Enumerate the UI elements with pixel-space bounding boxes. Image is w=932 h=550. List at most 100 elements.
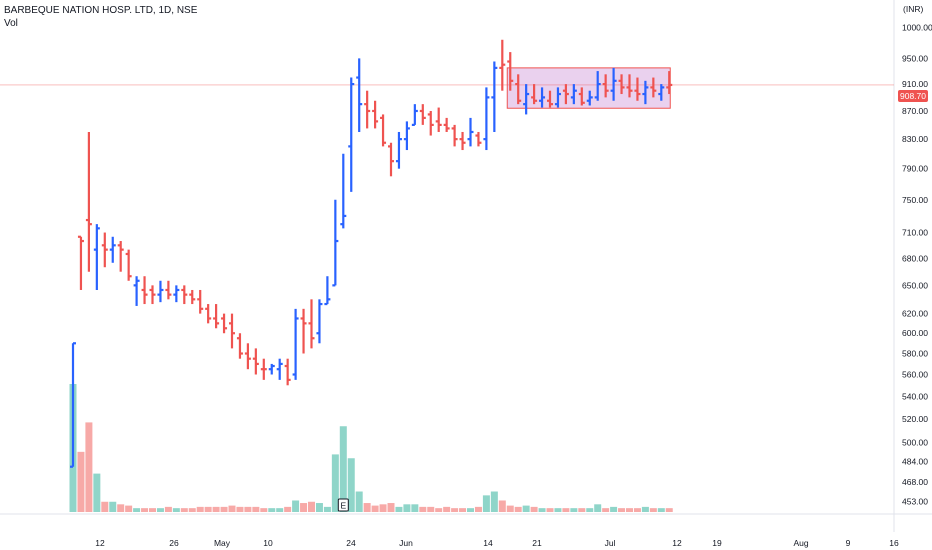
ohlc-bar bbox=[316, 299, 323, 344]
volume-bar bbox=[665, 508, 673, 512]
ohlc-bar bbox=[547, 90, 553, 108]
ohlc-bar bbox=[499, 39, 506, 91]
ohlc-bar bbox=[165, 280, 172, 300]
ohlc-bar bbox=[189, 289, 196, 305]
ohlc-bar bbox=[292, 308, 299, 380]
price-tick-label: 468.00 bbox=[902, 477, 928, 487]
price-tick-label: 910.00 bbox=[902, 79, 928, 89]
time-tick-label: 16 bbox=[889, 538, 899, 548]
ohlc-bar bbox=[515, 74, 522, 105]
ohlc-bar bbox=[642, 80, 649, 105]
volume-bar bbox=[228, 505, 236, 512]
time-tick-label: 26 bbox=[169, 538, 179, 548]
ohlc-bar bbox=[618, 74, 625, 95]
volume-bar bbox=[236, 506, 244, 512]
ohlc-bar bbox=[658, 84, 665, 101]
ohlc-bar bbox=[467, 117, 474, 147]
earnings-marker bbox=[337, 498, 349, 512]
price-tick-label: 484.00 bbox=[902, 457, 928, 467]
volume-bar bbox=[164, 506, 172, 512]
price-tick-label: 620.00 bbox=[902, 309, 928, 319]
volume-bar bbox=[149, 508, 156, 512]
ohlc-bar bbox=[435, 107, 442, 132]
ohlc-bar bbox=[539, 87, 546, 108]
volume-bar bbox=[546, 508, 554, 512]
ohlc-bar bbox=[77, 235, 84, 290]
volume-bar bbox=[315, 503, 323, 512]
volume-bar bbox=[641, 506, 649, 512]
ohlc-bar bbox=[491, 61, 498, 132]
volume-bar bbox=[196, 506, 204, 512]
price-tick-label: 560.00 bbox=[902, 370, 928, 380]
volume-bar bbox=[514, 506, 522, 512]
volume-bar bbox=[188, 508, 196, 512]
volume-bar bbox=[347, 458, 355, 512]
volume-bar bbox=[379, 504, 387, 512]
ohlc-bar bbox=[324, 276, 331, 306]
ohlc-bar bbox=[260, 358, 267, 380]
ohlc-bar bbox=[93, 224, 100, 290]
volume-bar bbox=[427, 506, 435, 512]
ohlc-bar bbox=[236, 333, 243, 359]
volume-label[interactable]: Vol bbox=[4, 18, 18, 29]
ohlc-bar bbox=[523, 84, 530, 115]
ohlc-bar bbox=[276, 358, 283, 380]
ohlc-bar bbox=[133, 276, 140, 306]
price-tick-label: 1000.00 bbox=[902, 23, 932, 33]
volume-bar bbox=[260, 508, 268, 512]
ohlc-bar bbox=[395, 131, 402, 169]
volume-bar bbox=[371, 505, 379, 512]
price-tick-label: 950.00 bbox=[902, 53, 928, 63]
ohlc-bar bbox=[451, 124, 458, 147]
ohlc-bar bbox=[586, 90, 593, 106]
ohlc-bar bbox=[578, 87, 585, 106]
volume-bar bbox=[626, 508, 633, 512]
price-tick-label: 453.00 bbox=[902, 496, 928, 506]
ohlc-bar bbox=[221, 313, 228, 334]
time-tick-label: Jul bbox=[605, 538, 616, 548]
ohlc-bar bbox=[507, 52, 514, 91]
volume-bar bbox=[443, 506, 451, 512]
price-tick-label: 600.00 bbox=[902, 328, 928, 338]
time-tick-label: 21 bbox=[532, 538, 542, 548]
ohlc-bar bbox=[213, 304, 220, 329]
volume-bar bbox=[419, 506, 427, 512]
time-tick-label: 9 bbox=[846, 538, 851, 548]
ohlc-bar bbox=[340, 153, 347, 229]
ohlc-bar bbox=[475, 131, 482, 147]
volume-bar bbox=[618, 508, 626, 512]
volume-bar bbox=[538, 508, 546, 512]
volume-bar bbox=[578, 508, 586, 512]
volume-bar bbox=[244, 506, 252, 512]
price-tick-label: 520.00 bbox=[902, 414, 928, 424]
volume-bar bbox=[395, 506, 403, 512]
symbol-title[interactable]: BARBEQUE NATION HOSP. LTD, 1D, NSE bbox=[4, 5, 198, 16]
ohlc-bar bbox=[650, 77, 657, 98]
ohlc-bar bbox=[562, 84, 569, 105]
volume-bar bbox=[610, 506, 618, 512]
ohlc-bar bbox=[372, 100, 379, 129]
time-tick-label: 12 bbox=[95, 538, 105, 548]
ohlc-bar bbox=[197, 289, 204, 314]
price-tick-label: 790.00 bbox=[902, 164, 928, 174]
ohlc-bar bbox=[70, 342, 76, 468]
volume-bar bbox=[339, 426, 347, 512]
volume-bar bbox=[657, 508, 665, 512]
price-tick-label: 710.00 bbox=[902, 228, 928, 238]
volume-bar bbox=[451, 508, 459, 512]
volume-bar bbox=[498, 500, 506, 512]
volume-bar bbox=[300, 503, 308, 512]
volume-bar bbox=[85, 422, 93, 512]
price-tick-label: 750.00 bbox=[902, 195, 928, 205]
volume-bar bbox=[141, 508, 149, 512]
volume-bar bbox=[570, 508, 578, 512]
ohlc-bar bbox=[284, 358, 291, 386]
ohlc-bar bbox=[205, 304, 212, 324]
ohlc-bar bbox=[332, 199, 339, 287]
ohlc-bar bbox=[300, 308, 307, 354]
volume-bar bbox=[284, 506, 292, 512]
ohlc-bar bbox=[483, 87, 490, 151]
volume-bar bbox=[594, 504, 602, 512]
earnings-marker-label: E bbox=[341, 501, 347, 511]
